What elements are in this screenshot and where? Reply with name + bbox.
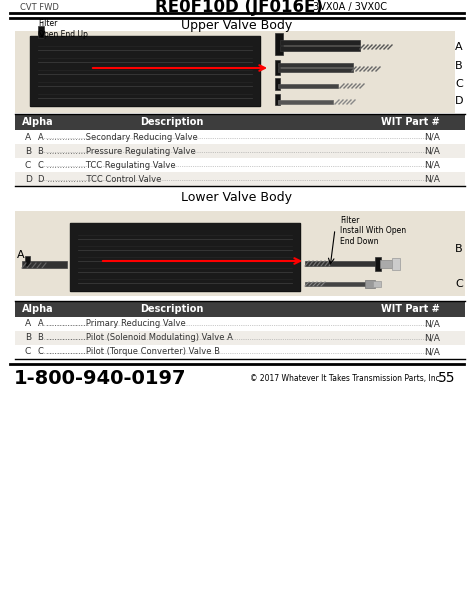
Text: B ...............Pilot (Solenoid Modulating) Valve A: B ...............Pilot (Solenoid Modulat…: [38, 333, 233, 343]
Text: © 2017 Whatever It Takes Transmission Parts, Inc.: © 2017 Whatever It Takes Transmission Pa…: [250, 373, 442, 382]
Bar: [280, 46, 360, 51]
Bar: [278, 63, 353, 67]
Text: N/A: N/A: [424, 133, 440, 142]
Bar: [32, 38, 258, 104]
Bar: [375, 257, 381, 271]
Text: A: A: [17, 250, 25, 260]
Text: RE0F10D (JF016E): RE0F10D (JF016E): [155, 0, 323, 16]
Text: N/A: N/A: [424, 320, 440, 329]
Text: Lower Valve Body: Lower Valve Body: [182, 192, 292, 204]
Bar: [38, 26, 44, 38]
Text: A ...............Secondary Reducing Valve: A ...............Secondary Reducing Valv…: [38, 133, 198, 142]
Text: WIT Part #: WIT Part #: [381, 117, 440, 127]
Text: Description: Description: [140, 117, 203, 127]
Text: Description: Description: [140, 304, 203, 314]
Bar: [15, 211, 465, 296]
Text: C ...............Pilot (Torque Converter) Valve B: C ...............Pilot (Torque Converter…: [38, 347, 220, 356]
Text: D ...............TCC Control Valve: D ...............TCC Control Valve: [38, 174, 161, 183]
Text: B: B: [25, 147, 31, 156]
Bar: [15, 331, 465, 345]
Bar: [15, 158, 465, 172]
Text: N/A: N/A: [424, 147, 440, 156]
Text: 55: 55: [438, 371, 455, 385]
Text: C ...............TCC Regulating Valve: C ...............TCC Regulating Valve: [38, 160, 176, 169]
Bar: [15, 317, 465, 331]
Bar: [70, 223, 300, 291]
Bar: [30, 36, 260, 106]
Bar: [15, 301, 465, 317]
Text: A ...............Primary Reducing Valve: A ...............Primary Reducing Valve: [38, 320, 186, 329]
Text: N/A: N/A: [424, 174, 440, 183]
Text: Filter
Install With Open
End Down: Filter Install With Open End Down: [340, 216, 406, 246]
Text: D: D: [455, 96, 464, 106]
Bar: [373, 281, 381, 287]
Bar: [71, 224, 299, 290]
Text: A: A: [25, 320, 31, 329]
Bar: [380, 260, 392, 268]
Text: Filter
Open End Up: Filter Open End Up: [38, 19, 88, 39]
Bar: [15, 345, 465, 359]
Bar: [70, 223, 300, 291]
Bar: [365, 280, 375, 288]
Text: C: C: [25, 160, 31, 169]
Text: C: C: [455, 279, 463, 289]
Bar: [278, 100, 333, 104]
Bar: [280, 40, 360, 45]
Bar: [15, 172, 465, 186]
Bar: [305, 282, 365, 286]
Text: CVT FWD: CVT FWD: [20, 2, 59, 11]
Bar: [15, 31, 455, 113]
Bar: [15, 114, 465, 130]
Bar: [278, 68, 353, 72]
Text: 3VX0A / 3VX0C: 3VX0A / 3VX0C: [310, 2, 387, 12]
Bar: [15, 130, 465, 144]
Bar: [275, 33, 283, 55]
Bar: [31, 37, 259, 105]
Text: A: A: [25, 133, 31, 142]
Bar: [278, 84, 338, 88]
Bar: [305, 261, 380, 266]
Text: N/A: N/A: [424, 347, 440, 356]
Bar: [275, 78, 280, 90]
Text: N/A: N/A: [424, 160, 440, 169]
Text: WIT Part #: WIT Part #: [381, 304, 440, 314]
Text: Alpha: Alpha: [22, 304, 54, 314]
Text: A: A: [455, 42, 463, 52]
Text: D: D: [25, 174, 32, 183]
Bar: [275, 60, 280, 75]
Bar: [15, 144, 465, 158]
Bar: [30, 36, 260, 106]
Text: B: B: [455, 244, 463, 253]
Text: N/A: N/A: [424, 333, 440, 343]
Bar: [72, 225, 298, 289]
Text: C: C: [455, 79, 463, 89]
Text: Alpha: Alpha: [22, 117, 54, 127]
Text: 1-800-940-0197: 1-800-940-0197: [14, 368, 186, 388]
Bar: [22, 261, 67, 268]
Bar: [25, 256, 30, 266]
Text: C: C: [25, 347, 31, 356]
Text: B: B: [455, 61, 463, 71]
Bar: [275, 94, 280, 105]
Text: B ...............Pressure Regulating Valve: B ...............Pressure Regulating Val…: [38, 147, 196, 156]
Text: B: B: [25, 333, 31, 343]
Text: Upper Valve Body: Upper Valve Body: [182, 19, 292, 31]
Bar: [392, 258, 400, 270]
